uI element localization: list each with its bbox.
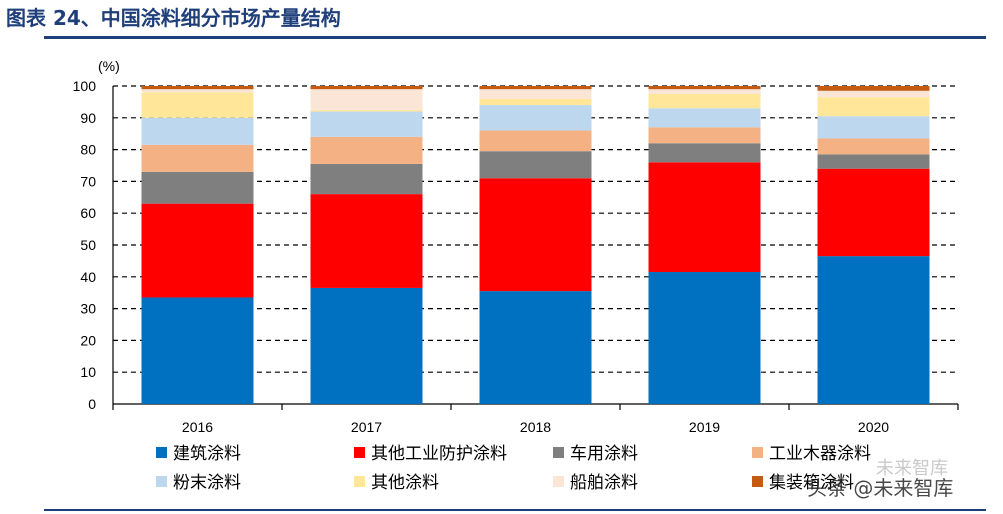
y-tick-label: 90 xyxy=(80,110,96,126)
bar-2016-series-5 xyxy=(141,92,254,118)
bar-2018-series-2 xyxy=(479,151,592,179)
bar-2020-series-3 xyxy=(817,138,930,155)
legend-label-2: 车用涂料 xyxy=(570,444,638,464)
bar-2018-series-5 xyxy=(479,98,592,106)
bar-2017-series-1 xyxy=(310,194,423,288)
bar-2019-series-7 xyxy=(648,86,761,90)
watermark-faint: 未来智库 xyxy=(876,458,948,479)
bar-2017-series-3 xyxy=(310,136,423,164)
bar-2018-series-6 xyxy=(479,89,592,99)
bar-2017-series-4 xyxy=(310,111,423,137)
bottom-divider xyxy=(44,509,986,511)
legend-label-1: 其他工业防护涂料 xyxy=(371,444,507,464)
bar-2016-series-0 xyxy=(141,297,254,404)
legend-label-5: 其他涂料 xyxy=(371,473,439,493)
title-divider xyxy=(44,36,986,39)
bar-2019-series-0 xyxy=(648,272,761,404)
bar-2018-series-3 xyxy=(479,130,592,152)
y-tick-label: 10 xyxy=(80,364,96,380)
bar-2018-series-7 xyxy=(479,86,592,90)
bar-2019-series-1 xyxy=(648,162,761,273)
bar-2017-series-0 xyxy=(310,287,423,404)
legend-label-4: 粉末涂料 xyxy=(173,473,241,493)
bar-2019-series-5 xyxy=(648,93,761,109)
legend-swatch-3 xyxy=(752,447,763,458)
legend-swatch-5 xyxy=(354,476,365,487)
legend-swatch-1 xyxy=(354,447,365,458)
y-tick-label: 100 xyxy=(73,78,97,94)
bar-2020-series-4 xyxy=(817,116,930,139)
bar-2019-series-2 xyxy=(648,143,761,163)
y-tick-label: 70 xyxy=(80,173,96,189)
bar-2016-series-2 xyxy=(141,171,254,204)
bar-2017-series-5 xyxy=(310,109,423,112)
bar-2020-series-6 xyxy=(817,90,930,98)
bar-2019-series-6 xyxy=(648,89,761,94)
bar-2016-series-3 xyxy=(141,144,254,172)
bar-2020-series-1 xyxy=(817,168,930,257)
x-tick-label: 2020 xyxy=(858,419,889,435)
x-tick-label: 2016 xyxy=(182,419,213,435)
y-tick-label: 0 xyxy=(88,396,96,412)
y-tick-label: 20 xyxy=(80,332,96,348)
x-tick-label: 2017 xyxy=(351,419,382,435)
x-tick-label: 2019 xyxy=(689,419,720,435)
bar-2020-series-5 xyxy=(817,97,930,117)
watermark: 头条 @未来智库 xyxy=(807,476,954,500)
y-tick-label: 30 xyxy=(80,301,96,317)
y-tick-label: 60 xyxy=(80,205,96,221)
y-axis-unit: (%) xyxy=(98,58,120,74)
bar-2020-series-7 xyxy=(817,86,930,91)
legend-swatch-2 xyxy=(553,447,564,458)
bar-2016-series-6 xyxy=(141,89,254,93)
y-tick-label: 80 xyxy=(80,142,96,158)
bar-2018-series-4 xyxy=(479,105,592,131)
y-tick-label: 40 xyxy=(80,269,96,285)
legend-swatch-0 xyxy=(156,447,167,458)
x-tick-label: 2018 xyxy=(520,419,551,435)
bar-2016-series-1 xyxy=(141,203,254,298)
bar-2016-series-7 xyxy=(141,86,254,90)
legend-swatch-6 xyxy=(553,476,564,487)
bar-2018-series-0 xyxy=(479,291,592,404)
bar-2018-series-1 xyxy=(479,178,592,292)
legend-swatch-4 xyxy=(156,476,167,487)
legend-label-3: 工业木器涂料 xyxy=(769,444,871,464)
bar-2017-series-6 xyxy=(310,89,423,110)
bar-2020-series-2 xyxy=(817,154,930,169)
y-tick-label: 50 xyxy=(80,237,96,253)
bar-2019-series-4 xyxy=(648,108,761,128)
legend-label-7: 集装箱涂料 xyxy=(769,473,854,493)
bar-2017-series-2 xyxy=(310,163,423,195)
bar-2020-series-0 xyxy=(817,256,930,404)
legend-label-6: 船舶涂料 xyxy=(570,473,638,493)
legend-label-0: 建筑涂料 xyxy=(173,444,241,464)
legend-swatch-7 xyxy=(752,476,763,487)
bar-2017-series-7 xyxy=(310,86,423,90)
bar-2019-series-3 xyxy=(648,127,761,144)
chart-title: 图表 24、中国涂料细分市场产量结构 xyxy=(6,6,341,30)
bar-2016-series-4 xyxy=(141,117,254,145)
